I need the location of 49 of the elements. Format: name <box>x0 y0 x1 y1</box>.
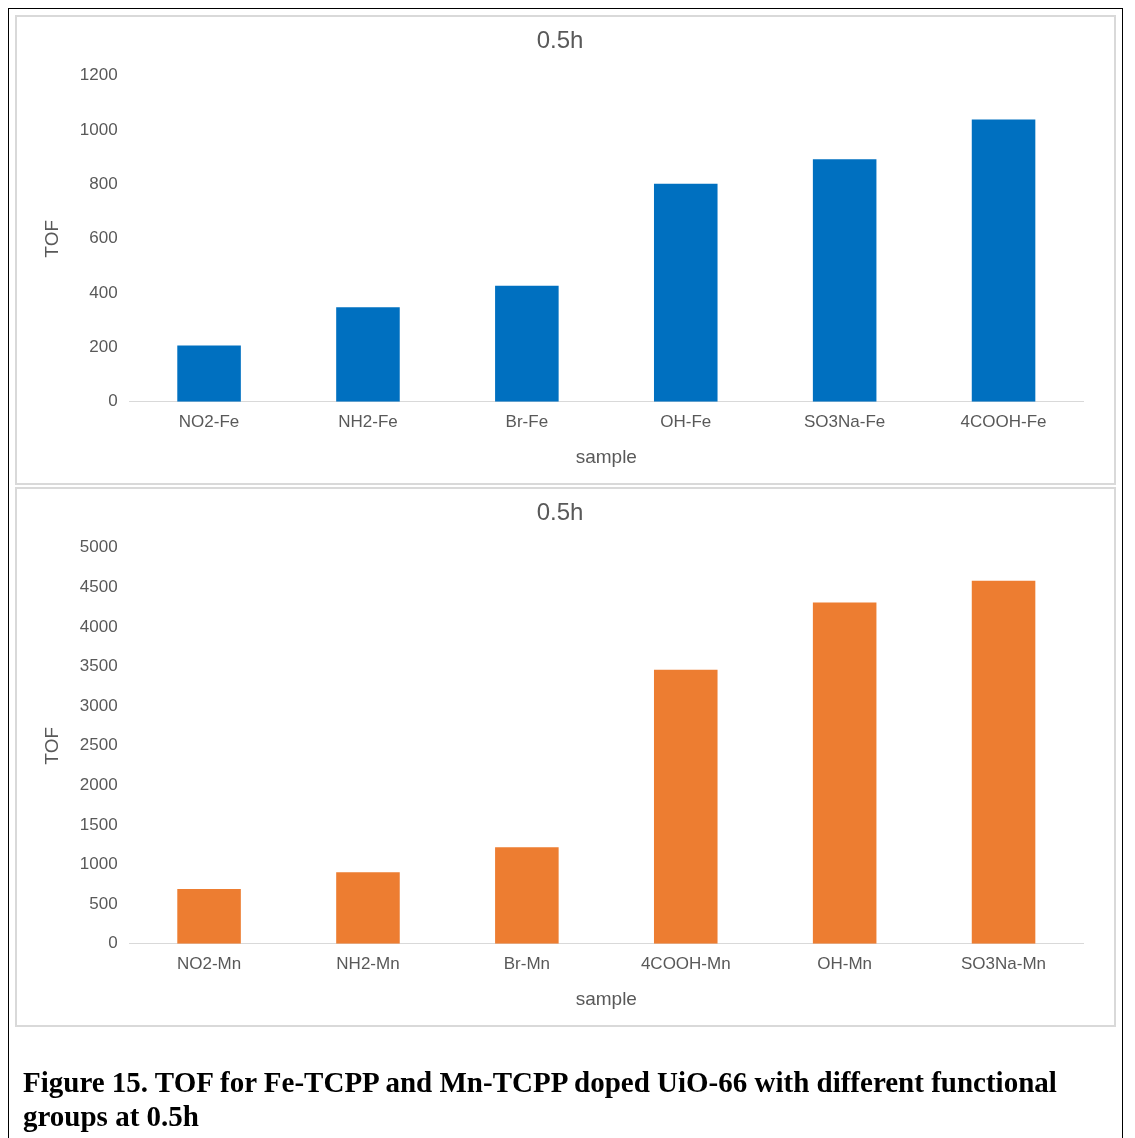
y-tick-label: 400 <box>89 282 118 302</box>
bar <box>336 307 400 402</box>
bar <box>495 847 559 944</box>
x-tick-label: OH-Fe <box>660 411 712 431</box>
x-tick-label: NH2-Mn <box>336 953 400 973</box>
bar <box>177 345 241 402</box>
x-tick-label: 4COOH-Fe <box>960 411 1047 431</box>
x-tick-label: SO3Na-Mn <box>961 953 1047 973</box>
y-tick-label: 200 <box>89 337 118 357</box>
x-tick-label: SO3Na-Fe <box>804 411 886 431</box>
y-tick-label: 1200 <box>79 65 118 85</box>
y-tick-label: 500 <box>89 893 118 913</box>
y-axis-title: TOF <box>40 219 62 258</box>
x-tick-label: Br-Fe <box>505 411 549 431</box>
bar <box>653 183 718 402</box>
bar <box>971 580 1036 944</box>
y-tick-label: 0 <box>108 933 118 953</box>
y-tick-label: 1000 <box>79 119 118 139</box>
chart-title: 0.5h <box>536 26 584 54</box>
y-tick-label: 800 <box>89 174 118 194</box>
y-tick-label: 4500 <box>79 577 118 597</box>
y-tick-label: 1500 <box>79 814 118 834</box>
x-tick-label: NO2-Mn <box>176 953 242 973</box>
x-tick-label: OH-Mn <box>817 953 873 973</box>
y-tick-label: 0 <box>108 391 118 411</box>
y-tick-label: 2500 <box>79 735 118 755</box>
x-axis-title: sample <box>575 987 637 1009</box>
bar <box>971 119 1036 402</box>
x-tick-label: 4COOH-Mn <box>640 953 731 973</box>
y-axis-title: TOF <box>40 726 62 765</box>
bar <box>812 602 877 944</box>
bar <box>336 872 400 944</box>
x-tick-label: NH2-Fe <box>338 411 398 431</box>
bar <box>495 285 559 402</box>
y-tick-label: 3500 <box>79 656 118 676</box>
y-tick-label: 600 <box>89 228 118 248</box>
bar <box>812 159 877 402</box>
x-tick-label: NO2-Fe <box>178 411 240 431</box>
y-tick-label: 4000 <box>79 616 118 636</box>
y-tick-label: 1000 <box>79 854 118 874</box>
y-tick-label: 5000 <box>79 537 118 557</box>
chart-title: 0.5h <box>536 498 584 526</box>
caption: Figure 15. TOF for Fe-TCPP and Mn-TCPP doped UiO-66 with different functional groups at 0.5h <box>22 1065 1058 1134</box>
x-tick-label: Br-Mn <box>503 953 550 973</box>
y-tick-label: 3000 <box>79 695 118 715</box>
bar <box>653 669 718 944</box>
x-axis-title: sample <box>575 445 637 467</box>
bar <box>177 888 241 944</box>
y-tick-label: 2000 <box>79 775 118 795</box>
